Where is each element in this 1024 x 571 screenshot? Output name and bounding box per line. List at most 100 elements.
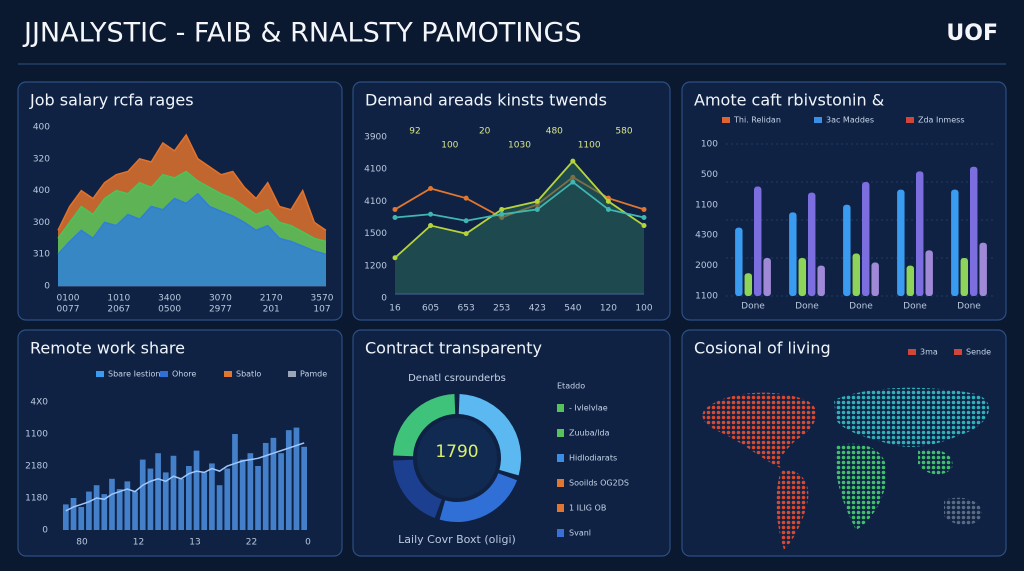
bar: [78, 506, 85, 530]
y-axis-label: 2000: [695, 261, 718, 271]
area-line: [57, 170, 327, 243]
point: [605, 198, 611, 204]
y-axis-label: 1180: [25, 494, 48, 504]
point: [463, 195, 469, 201]
y-axis-label: 4100: [364, 197, 387, 207]
map-region: [834, 387, 990, 447]
bar: [209, 463, 215, 530]
x-axis-label: 253: [493, 304, 510, 314]
legend-label: Hidlodiarats: [569, 454, 617, 463]
panel-title: Cosional of living: [694, 339, 831, 358]
bar: [124, 481, 131, 530]
y-axis-label: 0: [381, 294, 387, 304]
bar: [139, 459, 146, 530]
y-axis-label: 320: [33, 154, 50, 164]
bar: [798, 258, 806, 296]
legend-label: Sooilds OG2DS: [569, 479, 629, 488]
legend-label: Thi. Relidan: [733, 116, 781, 125]
legend-swatch: [954, 349, 962, 355]
annotation: 100: [441, 141, 458, 151]
bar: [101, 494, 108, 530]
point: [641, 206, 647, 212]
legend-label: Pamde: [300, 370, 327, 379]
bar: [270, 437, 277, 530]
donut-center: 1790: [435, 442, 478, 462]
donut-segment: [393, 459, 442, 519]
x-axis-label: 3070: [209, 294, 232, 304]
x-axis-label: 22: [246, 538, 257, 548]
x-axis-label: 107: [313, 305, 330, 315]
x-tick-label: Done: [795, 302, 819, 312]
x-axis-label: 2170: [260, 294, 283, 304]
bar: [186, 466, 192, 530]
x-axis-label: 653: [458, 304, 475, 314]
panel-title: Demand areads kinsts twends: [365, 91, 607, 110]
bar: [170, 455, 177, 530]
y-axis-label: 3900: [364, 133, 387, 143]
point: [392, 206, 398, 212]
x-axis-label: 12: [133, 538, 144, 548]
point: [534, 206, 540, 212]
bar: [262, 442, 269, 530]
y-axis-label: 100: [701, 140, 718, 150]
bar: [735, 227, 743, 296]
bar: [239, 459, 246, 530]
x-axis-label: 540: [564, 304, 581, 314]
x-axis-label: 0500: [158, 305, 181, 315]
bar: [193, 450, 200, 530]
bar: [862, 182, 870, 296]
y-axis-label: 500: [701, 170, 718, 180]
bar: [93, 485, 100, 530]
y-axis-label: 1500: [364, 229, 387, 239]
legend-title: Etaddo: [557, 382, 585, 391]
point: [570, 158, 576, 164]
x-tick-label: Done: [903, 302, 927, 312]
annotation: 92: [409, 127, 420, 137]
point: [463, 218, 469, 224]
bar: [162, 472, 169, 530]
legend-swatch: [288, 371, 296, 377]
x-axis-label: 0077: [57, 305, 80, 315]
x-axis-label: 16: [389, 304, 401, 314]
map-region: [835, 443, 887, 530]
point: [428, 223, 434, 229]
legend-swatch: [96, 371, 104, 377]
bar: [843, 204, 851, 296]
bar: [906, 265, 914, 296]
y-axis-label: 2180: [25, 462, 48, 472]
legend-swatch: [557, 479, 564, 487]
point: [570, 179, 576, 185]
x-axis-label: 100: [635, 304, 652, 314]
point: [641, 215, 647, 220]
bar: [951, 189, 959, 296]
bar: [116, 489, 123, 530]
y-axis-label: 0: [44, 282, 50, 292]
annotation: 580: [615, 127, 632, 137]
legend-label: Sbare Iestion: [108, 370, 160, 379]
area-line: [57, 192, 327, 255]
y-axis-label: 300: [33, 218, 50, 228]
legend-swatch: [557, 454, 564, 462]
y-axis-label: 1100: [25, 430, 48, 440]
bar: [178, 478, 184, 530]
bar: [754, 186, 762, 296]
bar: [897, 189, 905, 296]
x-axis-label: 423: [529, 304, 546, 314]
x-axis-label: 3570: [311, 294, 334, 304]
bar: [970, 166, 978, 296]
legend-label: Zda Inmess: [918, 116, 964, 125]
point: [428, 186, 434, 192]
y-axis-label: 1100: [695, 292, 718, 302]
legend-swatch: [814, 117, 822, 123]
bar: [109, 478, 115, 530]
x-tick-label: Done: [957, 302, 981, 312]
y-axis-label: 400: [33, 186, 50, 196]
legend-label: Ohore: [172, 370, 196, 379]
legend-label: Svanl: [569, 529, 591, 538]
bar: [155, 453, 161, 530]
point: [605, 206, 611, 212]
legend-swatch: [908, 349, 916, 355]
area-fill: [58, 193, 326, 286]
legend-label: Sbatlo: [236, 370, 261, 379]
panel-title: Amote caft rbivstonin &: [694, 91, 884, 110]
